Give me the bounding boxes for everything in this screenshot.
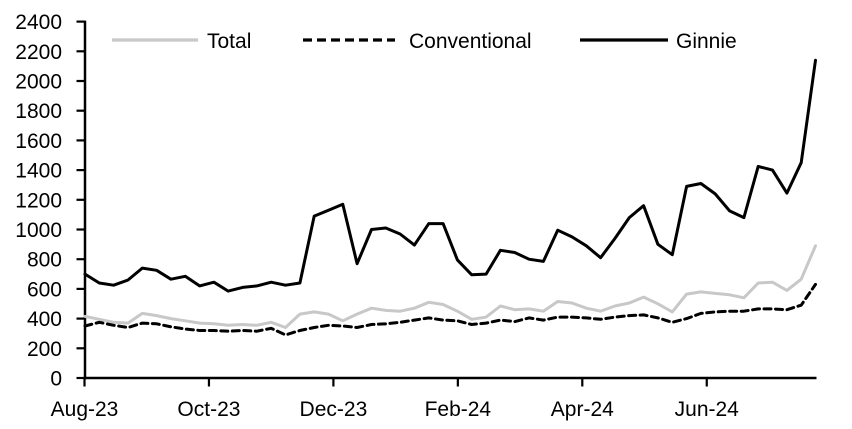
x-tick-label: Oct-23	[177, 398, 240, 421]
y-tick-label: 2400	[15, 11, 62, 34]
x-axis: Aug-23 Oct-23 Dec-23 Feb-24 Apr-24 Jun-24	[51, 376, 817, 421]
x-tick-label: Jun-24	[675, 398, 740, 421]
y-tick-label: 0	[50, 368, 62, 391]
series-line-ginnie	[83, 58, 817, 293]
x-tick-label: Aug-23	[51, 398, 119, 421]
y-tick-label: 1000	[15, 219, 62, 242]
series-lines	[83, 58, 817, 337]
y-tick-label: 1800	[15, 100, 62, 123]
y-tick-label: 600	[27, 278, 62, 301]
legend-label-total: Total	[207, 30, 251, 53]
x-tick-label: Dec-23	[300, 398, 368, 421]
y-tick-label: 1600	[15, 130, 62, 153]
series-line-total	[83, 244, 817, 329]
y-tick-label: 400	[27, 308, 62, 331]
y-tick-label: 1200	[15, 189, 62, 212]
y-tick-label: 200	[27, 338, 62, 361]
x-tick-label: Apr-24	[551, 398, 614, 421]
series-line-conventional	[83, 282, 817, 337]
legend-label-ginnie: Ginnie	[676, 30, 737, 53]
y-tick-label: 800	[27, 249, 62, 272]
legend: Total Conventional Ginnie	[112, 30, 737, 53]
x-tick-label: Feb-24	[425, 398, 492, 421]
y-tick-label: 1400	[15, 160, 62, 183]
y-tick-label: 2200	[15, 41, 62, 64]
y-tick-label: 2000	[15, 71, 62, 94]
legend-label-conventional: Conventional	[409, 30, 532, 53]
y-axis: 0 200 400 600 800 1000 1200 1400 1600 1800 2000 220…	[15, 11, 87, 391]
